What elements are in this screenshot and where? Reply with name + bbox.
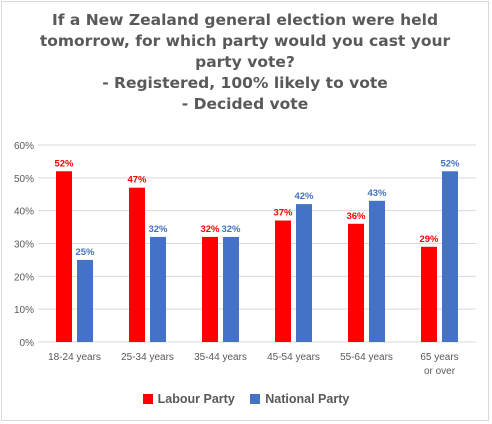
x-tick-label: 35-44 years <box>194 352 247 363</box>
legend-swatch-national <box>250 394 261 404</box>
legend-label-labour: Labour Party <box>157 392 235 406</box>
data-label: 47% <box>127 175 147 186</box>
bar-labour <box>202 236 218 342</box>
data-label: 32% <box>221 224 241 235</box>
x-tick-label: 65 years <box>420 352 458 363</box>
bar-labour <box>421 246 437 342</box>
y-tick-label: 10% <box>14 305 34 316</box>
data-label: 25% <box>75 247 95 258</box>
x-tick-label: 45-54 years <box>267 352 320 363</box>
title-line: tomorrow, for which party would you cast… <box>39 32 451 50</box>
data-label: 36% <box>346 211 366 222</box>
data-label: 32% <box>148 224 168 235</box>
bar-labour <box>56 171 72 342</box>
legend-label-national: National Party <box>265 392 350 406</box>
y-tick-label: 50% <box>14 174 34 185</box>
y-tick-label: 0% <box>20 338 35 349</box>
data-label: 29% <box>419 234 439 245</box>
data-label: 52% <box>440 158 460 169</box>
y-tick-label: 40% <box>14 207 34 218</box>
y-tick-label: 20% <box>14 272 34 283</box>
y-tick-label: 30% <box>14 240 34 251</box>
bar-national <box>223 236 239 342</box>
bar-national <box>442 171 458 342</box>
x-tick-label: 18-24 years <box>48 352 101 363</box>
data-label: 32% <box>200 224 220 235</box>
bar-national <box>77 259 93 342</box>
x-tick-label: 55-64 years <box>340 352 393 363</box>
bar-national <box>369 200 385 342</box>
data-label: 43% <box>367 188 387 199</box>
legend-item-labour: Labour Party <box>142 392 235 406</box>
title-line: - Decided vote <box>181 95 309 113</box>
bar-national <box>296 204 312 342</box>
legend-item-national: National Party <box>250 392 349 406</box>
bar-labour <box>348 223 364 342</box>
bar-labour <box>275 220 291 342</box>
title-line: If a New Zealand general election were h… <box>51 11 439 29</box>
title-line: - Registered, 100% likely to vote <box>102 74 388 92</box>
x-tick-label: or over <box>424 366 456 377</box>
legend-swatch-labour <box>142 394 153 404</box>
chart-legend: Labour Party National Party <box>0 392 492 406</box>
bar-national <box>150 236 166 342</box>
title-line: party vote? <box>195 53 295 71</box>
bar-labour <box>129 187 145 342</box>
data-label: 37% <box>273 208 293 219</box>
chart-title: If a New Zealand general election were h… <box>0 10 490 115</box>
y-tick-label: 60% <box>14 141 34 152</box>
data-label: 42% <box>294 191 314 202</box>
x-tick-label: 25-34 years <box>121 352 174 363</box>
data-label: 52% <box>54 158 74 169</box>
